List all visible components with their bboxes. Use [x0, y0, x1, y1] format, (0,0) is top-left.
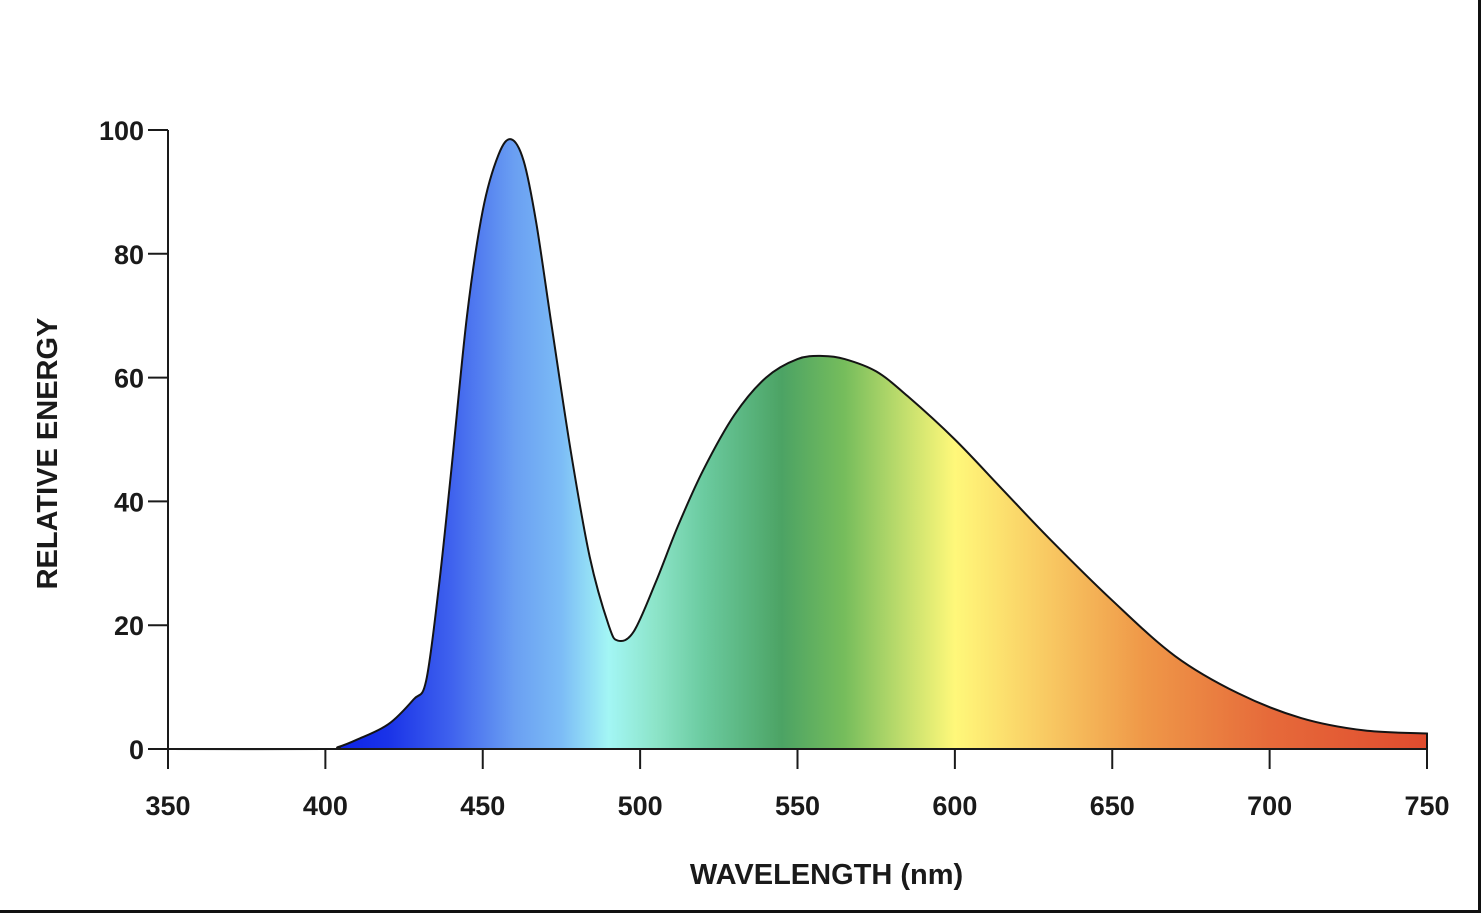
x-axis-ticks: 350 400 450 500 550 600 650 700 750 — [145, 749, 1450, 821]
x-tick-label: 350 — [145, 791, 190, 821]
x-axis-title: WAVELENGTH (nm) — [690, 859, 963, 891]
x-tick-label: 450 — [460, 791, 505, 821]
y-tick-label: 40 — [114, 487, 144, 517]
spectrum-outline — [167, 138, 1428, 751]
y-tick-label: 80 — [114, 240, 144, 270]
y-tick-label: 60 — [114, 364, 144, 394]
y-axis-ticks: 0 20 40 60 80 100 — [99, 116, 168, 765]
x-tick-label: 700 — [1247, 791, 1292, 821]
y-tick-label: 20 — [114, 611, 144, 641]
x-tick-label: 500 — [618, 791, 663, 821]
y-tick-label: 0 — [129, 735, 144, 765]
x-tick-label: 750 — [1404, 791, 1449, 821]
x-tick-label: 650 — [1090, 791, 1135, 821]
x-tick-label: 600 — [932, 791, 977, 821]
y-tick-label: 100 — [99, 116, 144, 146]
y-axis-title: RELATIVE ENERGY — [32, 318, 64, 590]
spectrum-area — [168, 139, 1427, 750]
x-tick-label: 550 — [775, 791, 820, 821]
x-tick-label: 400 — [303, 791, 348, 821]
